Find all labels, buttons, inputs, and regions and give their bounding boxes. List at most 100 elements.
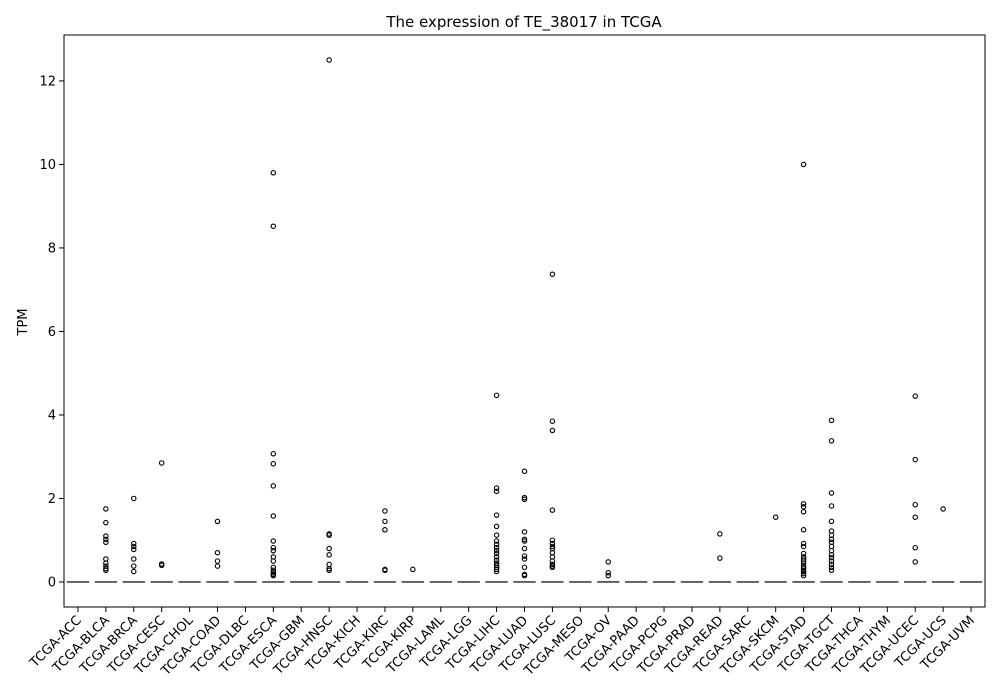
outlier-point xyxy=(270,547,277,554)
outlier-point xyxy=(270,461,277,467)
outlier-point xyxy=(103,539,109,546)
outlier-point xyxy=(521,553,528,559)
outlier-point xyxy=(103,567,109,574)
outlier-point xyxy=(521,529,528,535)
outlier-point xyxy=(828,490,835,496)
y-tick-label: 8 xyxy=(48,241,56,256)
y-axis-label: TPM xyxy=(16,309,31,337)
outlier-point xyxy=(214,549,221,556)
outlier-point xyxy=(800,565,807,571)
y-tick-label: 10 xyxy=(39,158,56,173)
outlier-point xyxy=(270,564,277,571)
outlier-point xyxy=(549,564,556,571)
outlier-point xyxy=(326,57,332,63)
outlier-point xyxy=(270,223,277,229)
outlier-point xyxy=(912,559,918,565)
outlier-point xyxy=(493,566,500,573)
plot-area: 024681012TCGA-ACCTCGA-BLCATCGA-BRCATCGA-… xyxy=(27,57,983,679)
outlier-point xyxy=(493,532,500,538)
outlier-point xyxy=(270,538,277,544)
outlier-point xyxy=(828,438,835,444)
outlier-point xyxy=(493,544,500,551)
outlier-point xyxy=(131,543,137,550)
outlier-point xyxy=(131,556,137,562)
outlier-point xyxy=(549,540,556,547)
outlier-point xyxy=(800,540,807,547)
outlier-point xyxy=(828,518,835,525)
outlier-point xyxy=(493,541,500,548)
outlier-point xyxy=(131,563,137,569)
outlier-point xyxy=(800,161,807,168)
outlier-point xyxy=(493,557,500,563)
outlier-point xyxy=(828,503,835,509)
outlier-point xyxy=(521,572,528,579)
outlier-point xyxy=(131,495,137,502)
outlier-point xyxy=(717,555,723,561)
outlier-point xyxy=(828,536,835,543)
outlier-point xyxy=(828,564,835,571)
outlier-point xyxy=(800,509,807,515)
outlier-point xyxy=(521,545,528,552)
outlier-point xyxy=(214,518,221,525)
outlier-point xyxy=(270,572,277,579)
outlier-point xyxy=(270,544,277,551)
outlier-point xyxy=(521,538,528,544)
outlier-point xyxy=(131,540,137,547)
outlier-point xyxy=(521,564,528,571)
outlier-point xyxy=(912,544,918,551)
outlier-point xyxy=(800,543,807,550)
y-tick-label: 12 xyxy=(39,74,56,89)
outlier-point xyxy=(521,536,528,543)
y-tick-label: 4 xyxy=(48,408,56,423)
chart-title: The expression of TE_38017 in TCGA xyxy=(385,13,662,32)
outlier-point xyxy=(270,483,277,489)
outlier-point xyxy=(828,417,835,424)
outlier-point xyxy=(493,547,500,554)
outlier-point xyxy=(214,558,221,564)
outlier-point xyxy=(270,570,277,576)
outlier-point xyxy=(270,558,277,564)
outlier-point xyxy=(270,170,277,176)
outlier-point xyxy=(493,538,500,544)
outlier-point xyxy=(800,527,807,533)
outlier-point xyxy=(521,494,528,501)
outlier-point xyxy=(605,570,611,576)
outlier-point xyxy=(270,513,277,519)
outlier-point xyxy=(382,508,388,514)
outlier-point xyxy=(549,537,556,543)
outlier-point xyxy=(912,501,918,508)
outlier-point xyxy=(800,550,807,557)
outlier-point xyxy=(800,570,807,577)
outlier-point xyxy=(521,468,528,475)
outlier-point xyxy=(158,460,165,466)
outlier-point xyxy=(940,506,946,512)
outlier-point xyxy=(828,567,835,574)
outlier-point xyxy=(605,572,611,579)
outlier-point xyxy=(772,514,779,520)
outlier-point xyxy=(270,451,277,457)
outlier-point xyxy=(131,546,137,553)
outlier-point xyxy=(912,393,918,399)
outlier-point xyxy=(800,572,807,579)
outlier-point xyxy=(326,532,332,538)
outlier-point xyxy=(912,514,918,520)
outlier-point xyxy=(828,552,835,558)
outlier-point xyxy=(549,558,556,564)
outlier-point xyxy=(549,418,556,424)
outlier-point xyxy=(103,519,109,526)
outlier-point xyxy=(410,566,416,573)
outlier-point xyxy=(549,561,556,568)
y-tick-label: 0 xyxy=(48,575,56,590)
outlier-point xyxy=(326,545,332,552)
outlier-point xyxy=(605,559,611,565)
outlier-point xyxy=(800,560,807,566)
outlier-point xyxy=(493,485,500,491)
outlier-point xyxy=(493,568,500,575)
outlier-point xyxy=(214,563,221,569)
outlier-point xyxy=(800,504,807,510)
outlier-point xyxy=(382,527,388,533)
outlier-point xyxy=(828,558,835,564)
outlier-point xyxy=(549,543,556,550)
outlier-point xyxy=(158,562,165,568)
